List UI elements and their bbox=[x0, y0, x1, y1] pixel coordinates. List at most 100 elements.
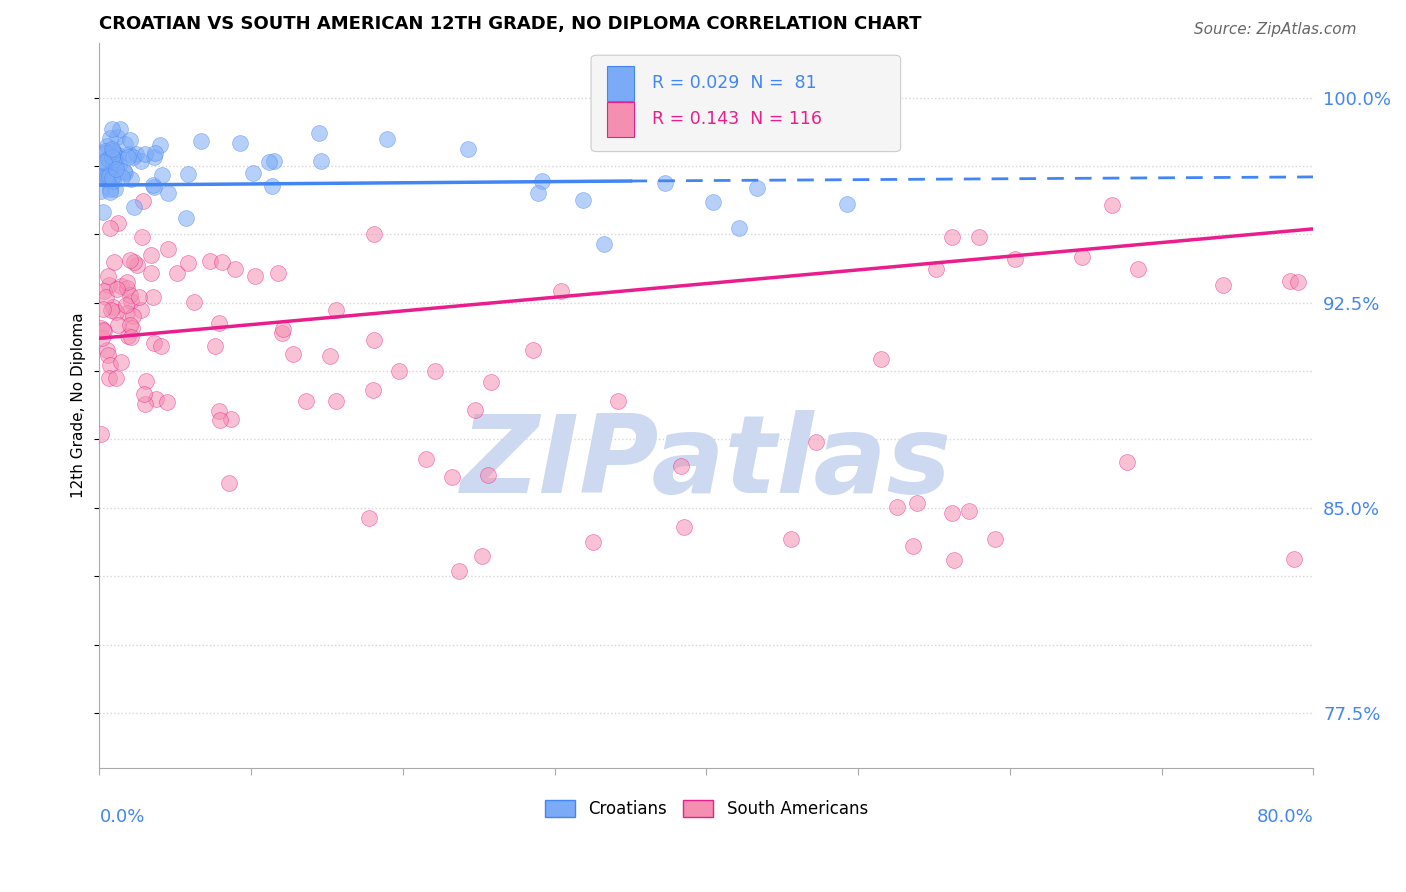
Point bbox=[134, 397, 156, 411]
Point bbox=[105, 305, 128, 319]
Point bbox=[100, 150, 122, 164]
Legend: Croatians, South Americans: Croatians, South Americans bbox=[538, 793, 875, 824]
Point bbox=[673, 520, 696, 534]
Point bbox=[218, 475, 240, 490]
Point bbox=[128, 290, 150, 304]
Point bbox=[117, 328, 139, 343]
Point bbox=[110, 122, 132, 136]
Point bbox=[98, 131, 121, 145]
Point bbox=[104, 181, 127, 195]
Point bbox=[219, 412, 242, 426]
Point bbox=[98, 278, 121, 293]
Point bbox=[139, 248, 162, 262]
Point bbox=[103, 152, 125, 166]
Point bbox=[531, 174, 554, 188]
Point bbox=[118, 318, 141, 332]
Point bbox=[415, 452, 437, 467]
Text: ZIPatlas: ZIPatlas bbox=[461, 410, 952, 516]
Point bbox=[114, 298, 136, 312]
Bar bbox=[607, 103, 634, 137]
Point bbox=[294, 393, 316, 408]
Point bbox=[1286, 275, 1309, 289]
Point bbox=[96, 343, 118, 358]
Point bbox=[98, 182, 121, 196]
Point bbox=[211, 254, 233, 268]
Point bbox=[101, 170, 124, 185]
Point bbox=[103, 254, 125, 268]
Point bbox=[903, 539, 925, 553]
Point bbox=[984, 532, 1007, 546]
Point bbox=[111, 169, 134, 184]
Point bbox=[121, 321, 143, 335]
Point bbox=[150, 168, 173, 182]
Point bbox=[363, 333, 385, 347]
Point bbox=[229, 136, 252, 150]
Point bbox=[325, 393, 347, 408]
Point bbox=[93, 324, 115, 338]
Point bbox=[124, 254, 146, 268]
Point bbox=[198, 254, 221, 268]
Point bbox=[114, 136, 136, 151]
Point bbox=[115, 281, 138, 295]
Point bbox=[90, 154, 112, 169]
Point bbox=[96, 169, 118, 183]
Point bbox=[905, 496, 928, 510]
Point bbox=[308, 126, 330, 140]
Point bbox=[1115, 455, 1137, 469]
Point bbox=[91, 204, 114, 219]
Point bbox=[224, 261, 246, 276]
Point bbox=[449, 564, 471, 578]
Point bbox=[98, 185, 121, 199]
Point bbox=[550, 284, 572, 298]
Point bbox=[120, 293, 142, 308]
Point bbox=[143, 180, 166, 194]
Point bbox=[121, 150, 143, 164]
Point bbox=[110, 278, 132, 293]
Point bbox=[105, 129, 128, 144]
Point bbox=[941, 506, 963, 520]
Point bbox=[110, 355, 132, 369]
Point bbox=[309, 154, 332, 169]
Point bbox=[166, 266, 188, 280]
Point bbox=[441, 470, 464, 484]
Point bbox=[942, 553, 965, 567]
Point bbox=[925, 262, 948, 277]
Point bbox=[129, 153, 152, 168]
Point bbox=[90, 320, 112, 334]
Point bbox=[91, 301, 114, 316]
Point bbox=[104, 147, 127, 161]
Point bbox=[471, 549, 494, 563]
Point bbox=[242, 166, 264, 180]
Point bbox=[107, 216, 129, 230]
Point bbox=[190, 135, 212, 149]
Point bbox=[149, 137, 172, 152]
Point bbox=[93, 285, 115, 299]
Point bbox=[957, 504, 980, 518]
Point bbox=[93, 154, 115, 169]
Point bbox=[388, 364, 411, 378]
Text: Source: ZipAtlas.com: Source: ZipAtlas.com bbox=[1194, 22, 1357, 37]
Point bbox=[93, 145, 115, 160]
Point bbox=[127, 258, 149, 272]
Point bbox=[90, 184, 112, 198]
Point bbox=[101, 155, 124, 169]
Point bbox=[696, 119, 718, 133]
Point bbox=[208, 316, 231, 330]
Point bbox=[204, 339, 226, 353]
Point bbox=[120, 287, 142, 301]
Point bbox=[267, 266, 290, 280]
Text: R = 0.029  N =  81: R = 0.029 N = 81 bbox=[652, 74, 817, 92]
Point bbox=[1004, 252, 1026, 266]
Point bbox=[134, 146, 156, 161]
Point bbox=[103, 145, 125, 159]
Point bbox=[120, 171, 142, 186]
Point bbox=[259, 154, 281, 169]
Point bbox=[91, 323, 114, 337]
Text: 0.0%: 0.0% bbox=[100, 807, 145, 826]
Point bbox=[526, 186, 548, 201]
Point bbox=[90, 161, 112, 176]
Point bbox=[593, 237, 616, 252]
Point bbox=[243, 268, 266, 283]
Point bbox=[375, 131, 398, 145]
Point bbox=[283, 347, 305, 361]
